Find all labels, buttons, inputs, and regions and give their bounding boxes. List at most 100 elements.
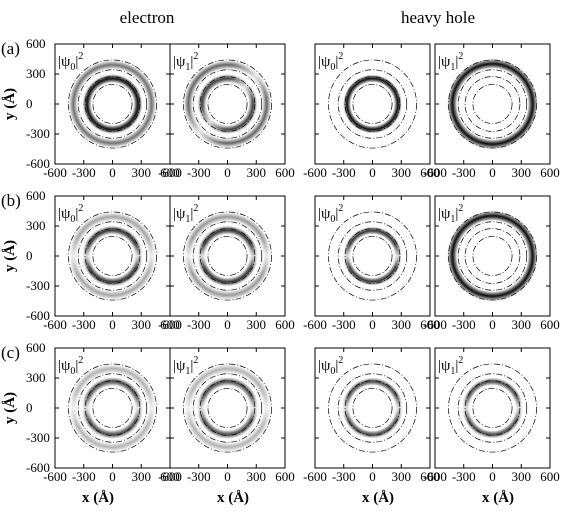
panel-label-psi-0: |ψ0|2 xyxy=(318,355,343,377)
x-tick-label: 600 xyxy=(275,165,295,180)
boundary-circle-2 xyxy=(337,221,408,291)
x-tick-label: 0 xyxy=(224,165,231,180)
x-tick-label: -600 xyxy=(423,469,447,484)
boundary-circle-2 xyxy=(192,69,263,139)
boundary-circle-3 xyxy=(448,211,537,301)
x-tick-label: -300 xyxy=(452,317,476,332)
x-tick-label: -600 xyxy=(303,469,327,484)
y-tick-label: -600 xyxy=(26,156,50,171)
panel-label-psi-sup: 2 xyxy=(458,51,463,62)
y-tick-label: 0 xyxy=(26,400,33,415)
x-axis-label-col-3: x (Å) xyxy=(482,490,514,506)
boundary-circle-0 xyxy=(352,388,393,428)
panel-grid: (a) (b) (c) y (Å) y (Å) y (Å) -600 -300 0 300 600 6… xyxy=(1,36,560,484)
x-tick-label: 300 xyxy=(247,317,267,332)
panel-label-psi-sub: 0 xyxy=(330,214,335,225)
boundary-circle-3 xyxy=(328,363,417,453)
boundary-circle-2 xyxy=(192,221,263,291)
density-ring-main xyxy=(447,210,538,302)
x-tick-label: 300 xyxy=(247,165,267,180)
x-tick-label: 300 xyxy=(392,165,412,180)
panel-label-psi-1: |ψ1|2 xyxy=(173,203,198,225)
panel-label-psi-sub: 1 xyxy=(450,62,455,73)
boundary-circle-1 xyxy=(84,228,141,284)
row-label-2: (c) xyxy=(1,343,20,362)
row-label-0: (a) xyxy=(1,39,20,58)
x-tick-label: -600 xyxy=(423,165,447,180)
panel-label-psi-sup: 2 xyxy=(78,203,83,214)
y-tick-label: 300 xyxy=(26,218,46,233)
panel-label-psi-text: |ψ xyxy=(173,54,186,70)
x-tick-label: 0 xyxy=(224,317,231,332)
y-tick-label: -600 xyxy=(26,460,50,475)
panel-label-psi-bar: | xyxy=(190,54,193,70)
x-axis-label-col-0: x (Å) xyxy=(82,490,114,506)
boundary-circle-3 xyxy=(183,363,272,453)
panel-r0-c1: -600 -300 0 300 600 |ψ1|2 xyxy=(158,43,295,180)
boundary-circle-3 xyxy=(448,59,537,149)
x-tick-label: 0 xyxy=(369,165,376,180)
column-title-heavy-hole: heavy hole xyxy=(401,8,475,27)
x-tick-label: -300 xyxy=(332,317,356,332)
density-ring-main xyxy=(81,377,144,439)
x-tick-label: 300 xyxy=(512,469,532,484)
panel-label-psi-sub: 0 xyxy=(70,62,75,73)
x-tick-label: -300 xyxy=(452,165,476,180)
x-tick-label: 600 xyxy=(160,165,180,180)
boundary-circle-2 xyxy=(457,69,528,139)
boundary-circle-1 xyxy=(199,228,256,284)
boundary-circle-0 xyxy=(207,236,248,276)
x-tick-label: -300 xyxy=(332,165,356,180)
boundary-circle-2 xyxy=(337,373,408,443)
x-tick-label: 600 xyxy=(160,317,180,332)
density-ring-main xyxy=(82,74,143,134)
boundary-circle-1 xyxy=(464,76,521,132)
panel-label-psi-1: |ψ1|2 xyxy=(173,355,198,377)
boundary-circle-2 xyxy=(77,373,148,443)
density-ring-main xyxy=(82,225,143,287)
panel-label-psi-sub: 1 xyxy=(185,366,190,377)
x-tick-label: 600 xyxy=(540,165,560,180)
y-tick-label: 0 xyxy=(26,96,33,111)
x-tick-label: -300 xyxy=(332,469,356,484)
x-tick-label: 0 xyxy=(109,317,116,332)
boundary-circle-3 xyxy=(68,211,157,301)
y-tick-label: 600 xyxy=(26,188,46,203)
x-tick-label: -600 xyxy=(423,317,447,332)
x-tick-label: 300 xyxy=(132,165,152,180)
panel-label-psi-bar: | xyxy=(190,358,193,374)
panel-label-psi-text: |ψ xyxy=(173,206,186,222)
panel-label-psi-bar: | xyxy=(455,54,458,70)
panel-label-psi-text: |ψ xyxy=(58,54,71,70)
panel-label-psi-bar: | xyxy=(75,54,78,70)
panel-label-psi-0: |ψ0|2 xyxy=(58,355,83,377)
panel-label-psi-1: |ψ1|2 xyxy=(438,51,463,73)
panel-label-psi-bar: | xyxy=(335,206,338,222)
panel-label-psi-1: |ψ1|2 xyxy=(438,203,463,225)
boundary-circle-1 xyxy=(344,228,401,284)
boundary-circle-2 xyxy=(457,373,528,443)
x-tick-label: -300 xyxy=(72,165,96,180)
panel-r1-c2: -600 -300 0 300 600|ψ0|2 xyxy=(303,195,440,332)
x-tick-label: -600 xyxy=(158,317,182,332)
boundary-circle-1 xyxy=(84,380,141,436)
boundary-circle-0 xyxy=(472,236,513,276)
boundary-circle-3 xyxy=(448,363,537,453)
boundary-circle-0 xyxy=(92,84,133,124)
y-axis-label-row-1: y (Å) xyxy=(2,240,18,272)
x-tick-label: -300 xyxy=(187,317,211,332)
density-ring-main xyxy=(197,225,258,287)
panel-label-psi-1: |ψ1|2 xyxy=(173,51,198,73)
boundary-circle-0 xyxy=(472,388,513,428)
y-tick-label: 300 xyxy=(26,66,46,81)
x-tick-label: 300 xyxy=(247,469,267,484)
x-tick-label: 300 xyxy=(132,469,152,484)
x-tick-label: 0 xyxy=(489,317,496,332)
y-tick-label: 0 xyxy=(26,248,33,263)
y-tick-label: -300 xyxy=(26,278,50,293)
x-tick-label: -600 xyxy=(303,317,327,332)
panel-r1-c1: -600 -300 0 300 600 |ψ1|2 xyxy=(158,195,295,332)
panel-label-psi-sup: 2 xyxy=(193,355,198,366)
x-tick-label: -300 xyxy=(187,165,211,180)
